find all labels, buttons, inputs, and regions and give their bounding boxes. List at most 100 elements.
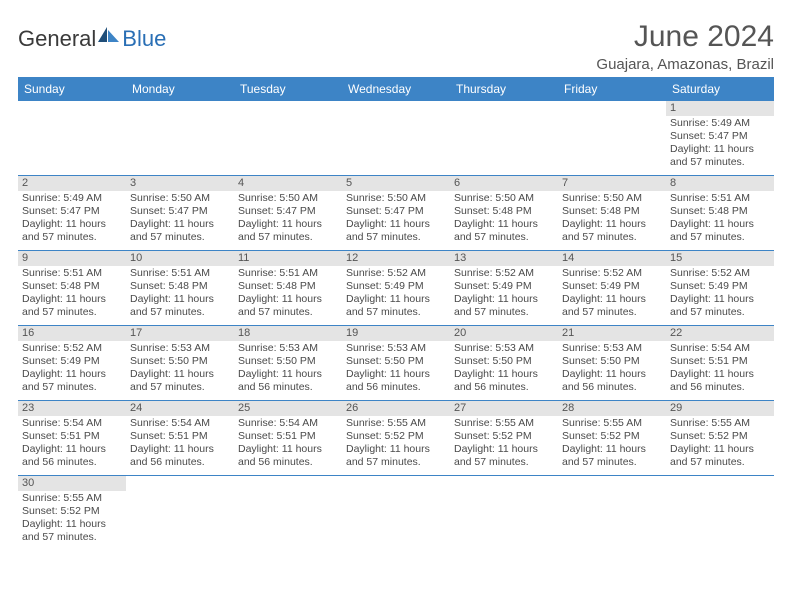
- calendar-cell: [126, 101, 234, 175]
- cell-body: Sunrise: 5:55 AMSunset: 5:52 PMDaylight:…: [558, 416, 666, 472]
- title-block: June 2024 Guajara, Amazonas, Brazil: [596, 20, 774, 73]
- cell-line: Sunrise: 5:53 AM: [454, 342, 554, 355]
- calendar-cell: 11Sunrise: 5:51 AMSunset: 5:48 PMDayligh…: [234, 251, 342, 325]
- cell-line: Sunset: 5:48 PM: [562, 205, 662, 218]
- cell-line: Sunset: 5:52 PM: [22, 505, 122, 518]
- calendar-week-row: 1Sunrise: 5:49 AMSunset: 5:47 PMDaylight…: [18, 101, 774, 176]
- day-number: 15: [666, 251, 774, 266]
- cell-line: Sunset: 5:48 PM: [22, 280, 122, 293]
- cell-body: [234, 116, 342, 119]
- cell-line: Sunset: 5:47 PM: [238, 205, 338, 218]
- day-number: 2: [18, 176, 126, 191]
- cell-body: [666, 491, 774, 494]
- calendar-cell: 29Sunrise: 5:55 AMSunset: 5:52 PMDayligh…: [666, 401, 774, 475]
- cell-body: Sunrise: 5:50 AMSunset: 5:47 PMDaylight:…: [342, 191, 450, 247]
- day-number: 11: [234, 251, 342, 266]
- cell-line: Sunset: 5:49 PM: [454, 280, 554, 293]
- cell-body: [18, 116, 126, 119]
- calendar-cell: 20Sunrise: 5:53 AMSunset: 5:50 PMDayligh…: [450, 326, 558, 400]
- cell-line: Daylight: 11 hours and 57 minutes.: [562, 443, 662, 469]
- calendar-cell: 1Sunrise: 5:49 AMSunset: 5:47 PMDaylight…: [666, 101, 774, 175]
- cell-line: Daylight: 11 hours and 57 minutes.: [238, 293, 338, 319]
- day-number: 22: [666, 326, 774, 341]
- cell-line: Daylight: 11 hours and 57 minutes.: [238, 218, 338, 244]
- cell-line: Sunrise: 5:55 AM: [670, 417, 770, 430]
- cell-line: Daylight: 11 hours and 57 minutes.: [670, 143, 770, 169]
- calendar-cell: [234, 476, 342, 550]
- cell-body: Sunrise: 5:52 AMSunset: 5:49 PMDaylight:…: [558, 266, 666, 322]
- cell-line: Sunrise: 5:55 AM: [346, 417, 446, 430]
- cell-line: Sunrise: 5:53 AM: [346, 342, 446, 355]
- day-number: 9: [18, 251, 126, 266]
- day-number: 4: [234, 176, 342, 191]
- day-number: [558, 476, 666, 491]
- cell-body: Sunrise: 5:54 AMSunset: 5:51 PMDaylight:…: [126, 416, 234, 472]
- cell-line: Sunset: 5:49 PM: [22, 355, 122, 368]
- cell-line: Sunrise: 5:54 AM: [238, 417, 338, 430]
- day-number: 8: [666, 176, 774, 191]
- calendar-cell: [450, 101, 558, 175]
- day-number: 14: [558, 251, 666, 266]
- cell-line: Sunrise: 5:52 AM: [562, 267, 662, 280]
- cell-line: Sunset: 5:52 PM: [562, 430, 662, 443]
- calendar-week-row: 23Sunrise: 5:54 AMSunset: 5:51 PMDayligh…: [18, 401, 774, 476]
- day-number: 12: [342, 251, 450, 266]
- cell-line: Daylight: 11 hours and 56 minutes.: [670, 368, 770, 394]
- cell-body: Sunrise: 5:53 AMSunset: 5:50 PMDaylight:…: [342, 341, 450, 397]
- calendar-cell: 30Sunrise: 5:55 AMSunset: 5:52 PMDayligh…: [18, 476, 126, 550]
- cell-line: Daylight: 11 hours and 56 minutes.: [454, 368, 554, 394]
- cell-body: [450, 116, 558, 119]
- day-number: [342, 476, 450, 491]
- calendar-cell: 4Sunrise: 5:50 AMSunset: 5:47 PMDaylight…: [234, 176, 342, 250]
- cell-line: Daylight: 11 hours and 57 minutes.: [454, 293, 554, 319]
- calendar-cell: [558, 476, 666, 550]
- day-number: [126, 101, 234, 116]
- cell-line: Daylight: 11 hours and 57 minutes.: [562, 218, 662, 244]
- cell-line: Daylight: 11 hours and 57 minutes.: [130, 368, 230, 394]
- cell-line: Daylight: 11 hours and 56 minutes.: [238, 443, 338, 469]
- calendar-week-row: 2Sunrise: 5:49 AMSunset: 5:47 PMDaylight…: [18, 176, 774, 251]
- cell-body: [450, 491, 558, 494]
- cell-line: Daylight: 11 hours and 57 minutes.: [670, 218, 770, 244]
- calendar-grid: 1Sunrise: 5:49 AMSunset: 5:47 PMDaylight…: [18, 101, 774, 550]
- day-number: 21: [558, 326, 666, 341]
- cell-body: Sunrise: 5:52 AMSunset: 5:49 PMDaylight:…: [450, 266, 558, 322]
- calendar-cell: 6Sunrise: 5:50 AMSunset: 5:48 PMDaylight…: [450, 176, 558, 250]
- cell-line: Sunset: 5:51 PM: [22, 430, 122, 443]
- day-number: 16: [18, 326, 126, 341]
- cell-line: Daylight: 11 hours and 57 minutes.: [130, 293, 230, 319]
- calendar-cell: [18, 101, 126, 175]
- calendar-cell: 3Sunrise: 5:50 AMSunset: 5:47 PMDaylight…: [126, 176, 234, 250]
- cell-body: [234, 491, 342, 494]
- calendar-cell: 12Sunrise: 5:52 AMSunset: 5:49 PMDayligh…: [342, 251, 450, 325]
- cell-body: Sunrise: 5:50 AMSunset: 5:48 PMDaylight:…: [450, 191, 558, 247]
- calendar-cell: 24Sunrise: 5:54 AMSunset: 5:51 PMDayligh…: [126, 401, 234, 475]
- page-header: General Blue June 2024 Guajara, Amazonas…: [18, 20, 774, 73]
- cell-body: Sunrise: 5:53 AMSunset: 5:50 PMDaylight:…: [234, 341, 342, 397]
- cell-line: Sunrise: 5:54 AM: [670, 342, 770, 355]
- weekday-header: Thursday: [450, 77, 558, 101]
- weekday-header: Sunday: [18, 77, 126, 101]
- cell-line: Daylight: 11 hours and 56 minutes.: [130, 443, 230, 469]
- weekday-header: Saturday: [666, 77, 774, 101]
- cell-line: Sunset: 5:51 PM: [130, 430, 230, 443]
- calendar-cell: 19Sunrise: 5:53 AMSunset: 5:50 PMDayligh…: [342, 326, 450, 400]
- day-number: 23: [18, 401, 126, 416]
- cell-body: [342, 491, 450, 494]
- cell-line: Sunset: 5:50 PM: [346, 355, 446, 368]
- cell-line: Sunset: 5:47 PM: [346, 205, 446, 218]
- cell-body: Sunrise: 5:52 AMSunset: 5:49 PMDaylight:…: [666, 266, 774, 322]
- cell-line: Sunrise: 5:51 AM: [238, 267, 338, 280]
- cell-line: Daylight: 11 hours and 57 minutes.: [22, 218, 122, 244]
- cell-line: Sunrise: 5:54 AM: [130, 417, 230, 430]
- calendar-cell: 14Sunrise: 5:52 AMSunset: 5:49 PMDayligh…: [558, 251, 666, 325]
- cell-body: [558, 116, 666, 119]
- cell-line: Daylight: 11 hours and 57 minutes.: [670, 293, 770, 319]
- cell-body: [126, 491, 234, 494]
- cell-line: Sunset: 5:49 PM: [346, 280, 446, 293]
- cell-body: Sunrise: 5:51 AMSunset: 5:48 PMDaylight:…: [126, 266, 234, 322]
- weekday-header: Friday: [558, 77, 666, 101]
- day-number: 29: [666, 401, 774, 416]
- cell-line: Sunrise: 5:49 AM: [22, 192, 122, 205]
- cell-line: Sunrise: 5:51 AM: [130, 267, 230, 280]
